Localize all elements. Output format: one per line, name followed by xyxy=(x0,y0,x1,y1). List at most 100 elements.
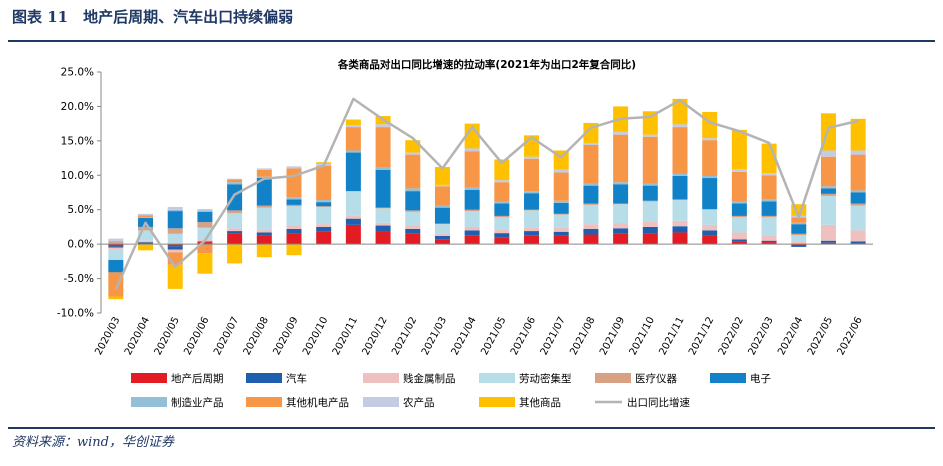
bar-segment xyxy=(405,152,421,155)
bar-segment xyxy=(108,247,124,250)
bar-segment xyxy=(494,229,510,234)
bar-segment xyxy=(702,138,718,141)
x-tick-label: 2021/10 xyxy=(628,315,657,357)
source-note: 资料来源：wind，华创证券 xyxy=(12,435,174,450)
bar-segment xyxy=(256,169,272,177)
bar-segment xyxy=(286,244,302,256)
bar-segment xyxy=(108,244,124,247)
bar-segment xyxy=(642,233,658,245)
bar-segment xyxy=(820,242,836,245)
bar-segment xyxy=(850,203,866,206)
bar-segment xyxy=(731,201,747,204)
bar-segment xyxy=(227,228,243,232)
bar-segment xyxy=(850,205,866,231)
bar-segment xyxy=(553,202,569,214)
bar-segment xyxy=(434,167,450,185)
bar-segment xyxy=(731,241,747,245)
bar-segment xyxy=(791,222,807,225)
x-tick-label: 2020/12 xyxy=(361,315,390,357)
bar-segment xyxy=(464,226,480,231)
bar-segment xyxy=(791,204,807,216)
bar-segment xyxy=(642,134,658,137)
bar-segment xyxy=(256,176,272,179)
bar-segment xyxy=(316,202,332,207)
x-tick-label: 2022/03 xyxy=(747,315,776,357)
bar-segment xyxy=(434,223,450,225)
bar-segment xyxy=(108,259,124,273)
bar-segment xyxy=(405,210,421,212)
bar-segment xyxy=(197,244,213,254)
x-tick-label: 2021/07 xyxy=(539,315,568,357)
bar-segment xyxy=(524,191,540,194)
x-tick-label: 2020/08 xyxy=(242,315,271,357)
bar-segment xyxy=(731,171,747,202)
bar-segment xyxy=(731,232,747,240)
bar-segment xyxy=(464,235,480,245)
bar-segment xyxy=(613,223,629,229)
bar-segment xyxy=(524,231,540,236)
legend-swatch xyxy=(246,397,282,407)
bar-segment xyxy=(702,175,718,179)
legend-swatch xyxy=(363,373,399,383)
bar-segment xyxy=(375,124,391,128)
bar-segment xyxy=(434,224,450,234)
legend-swatch xyxy=(479,397,515,407)
bar-segment xyxy=(672,173,688,176)
bar-segment xyxy=(108,240,124,243)
chart-title: 各类商品对出口同比增速的拉动率(2021年为出口2年复合同比) xyxy=(337,58,636,71)
bar-segment xyxy=(375,231,391,245)
legend-swatch xyxy=(131,397,167,407)
bar-segment xyxy=(345,218,361,225)
bar-segment xyxy=(345,127,361,151)
bar-segment xyxy=(316,224,332,227)
x-tick-label: 2021/08 xyxy=(568,315,597,357)
legend-label: 劳动密集型 xyxy=(519,372,572,385)
bar-segment xyxy=(553,200,569,203)
bar-segment xyxy=(761,199,777,202)
y-tick-label: 15.0% xyxy=(61,135,94,147)
legend-label: 贱金属制品 xyxy=(403,372,456,385)
legend-swatch xyxy=(595,373,631,383)
bar-segment xyxy=(138,217,154,218)
bar-segment xyxy=(227,182,243,185)
bar-segment xyxy=(642,136,658,184)
bar-segment xyxy=(108,249,124,260)
y-tick-label: 20.0% xyxy=(61,101,94,113)
x-tick-label: 2020/10 xyxy=(301,315,330,357)
bar-segment xyxy=(227,231,243,234)
bar-segment xyxy=(108,296,124,300)
bar-segment xyxy=(672,124,688,128)
bar-segment xyxy=(672,199,688,201)
bar-segment xyxy=(613,233,629,245)
bar-segment xyxy=(286,225,302,229)
bar-segment xyxy=(405,225,421,229)
y-tick-label: -5.0% xyxy=(64,273,94,285)
bar-segment xyxy=(553,227,569,232)
bar-segment xyxy=(761,235,777,241)
bar-segment xyxy=(583,183,599,186)
bar-segment xyxy=(494,233,510,238)
bar-segment xyxy=(672,220,688,227)
bar-segment xyxy=(375,225,391,232)
bar-segment xyxy=(820,193,836,196)
legend-swatch xyxy=(479,373,515,383)
bar-segment xyxy=(375,127,391,168)
y-tick-label: 10.0% xyxy=(61,170,94,182)
legend-label: 制造业产品 xyxy=(171,396,224,409)
x-tick-label: 2021/06 xyxy=(509,315,538,357)
bar-segment xyxy=(524,235,540,245)
bar-segment xyxy=(197,210,213,212)
bar-segment xyxy=(405,233,421,245)
bar-segment xyxy=(850,241,866,244)
bar-segment xyxy=(494,237,510,245)
bar-segment xyxy=(761,201,777,216)
bar-segment xyxy=(613,134,629,183)
bar-segment xyxy=(524,156,540,159)
bar-segment xyxy=(286,204,302,207)
bar-segment xyxy=(345,152,361,192)
x-tick-label: 2021/03 xyxy=(420,315,449,357)
bar-segment xyxy=(613,228,629,234)
bar-segment xyxy=(286,233,302,245)
bar-segment xyxy=(138,242,154,243)
bar-segment xyxy=(256,205,272,208)
